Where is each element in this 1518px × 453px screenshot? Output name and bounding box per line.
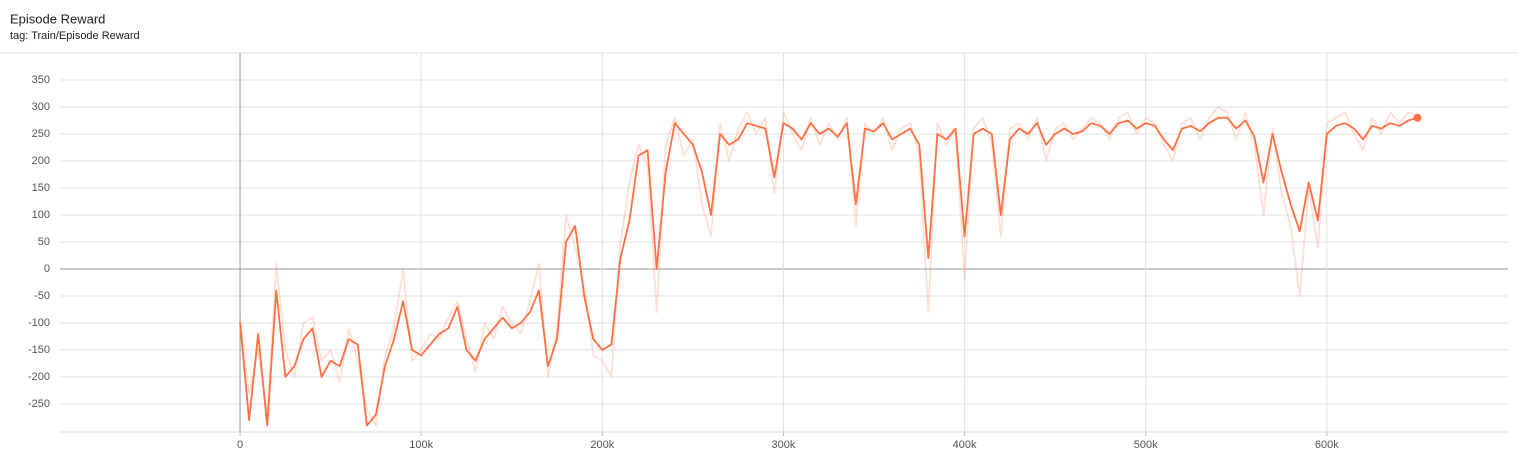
x-tick-label: 300k (772, 439, 796, 451)
y-tick-label: -200 (28, 371, 50, 383)
x-tick-label: 400k (953, 439, 977, 451)
y-tick-label: 250 (32, 128, 50, 140)
x-tick-label: 500k (1134, 439, 1158, 451)
y-tick-label: 100 (32, 209, 50, 221)
y-tick-label: 300 (32, 101, 50, 113)
y-tick-label: 50 (38, 236, 50, 248)
y-tick-label: -150 (28, 344, 50, 356)
x-tick-label: 100k (409, 439, 433, 451)
series-line (239, 106, 1418, 427)
x-tick-label: 200k (590, 439, 614, 451)
y-tick-label: -250 (28, 398, 50, 410)
chart-title: Episode Reward (10, 11, 105, 26)
y-tick-label: 150 (32, 182, 50, 194)
x-tick-label: 0 (237, 439, 243, 451)
end-marker (1413, 113, 1422, 122)
chart-subtitle: tag: Train/Episode Reward (10, 30, 140, 42)
y-tick-label: -100 (28, 317, 50, 329)
x-tick-label: 600k (1315, 439, 1339, 451)
y-tick-label: 200 (32, 155, 50, 167)
series-line (239, 116, 1418, 427)
y-tick-label: 350 (32, 74, 50, 86)
y-tick-label: 0 (44, 263, 50, 275)
y-tick-label: -50 (34, 290, 50, 302)
